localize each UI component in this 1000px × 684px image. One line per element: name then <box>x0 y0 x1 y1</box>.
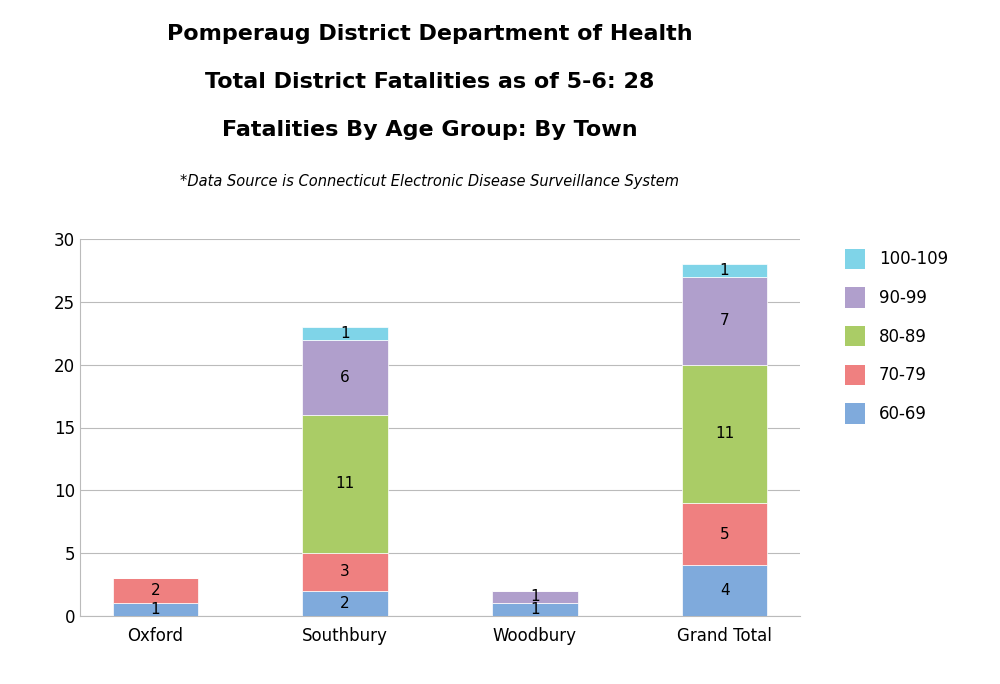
Bar <box>302 340 388 415</box>
Text: 5: 5 <box>720 527 729 542</box>
Bar <box>302 590 388 616</box>
Text: *Data Source is Connecticut Electronic Disease Surveillance System: *Data Source is Connecticut Electronic D… <box>180 174 680 189</box>
Bar <box>492 590 578 603</box>
Text: Pomperaug District Department of Health: Pomperaug District Department of Health <box>167 24 693 44</box>
Text: Total District Fatalities as of 5-6: 28: Total District Fatalities as of 5-6: 28 <box>205 72 655 92</box>
Legend: 100-109, 90-99, 80-89, 70-79, 60-69: 100-109, 90-99, 80-89, 70-79, 60-69 <box>837 240 956 432</box>
Bar <box>682 566 767 616</box>
Bar <box>113 603 198 616</box>
Bar <box>492 603 578 616</box>
Bar <box>113 578 198 603</box>
Text: 7: 7 <box>720 313 729 328</box>
Bar <box>302 553 388 590</box>
Text: 1: 1 <box>151 602 160 617</box>
Text: 11: 11 <box>715 426 734 441</box>
Bar <box>302 327 388 340</box>
Text: 2: 2 <box>340 596 350 611</box>
Text: Fatalities By Age Group: By Town: Fatalities By Age Group: By Town <box>222 120 638 140</box>
Bar <box>302 415 388 553</box>
Text: 1: 1 <box>530 590 540 604</box>
Text: 2: 2 <box>151 583 160 598</box>
Bar <box>682 277 767 365</box>
Text: 6: 6 <box>340 370 350 385</box>
Bar <box>682 265 767 277</box>
Bar <box>682 365 767 503</box>
Text: 3: 3 <box>340 564 350 579</box>
Bar <box>682 503 767 566</box>
Text: 1: 1 <box>340 326 350 341</box>
Text: 1: 1 <box>720 263 729 278</box>
Text: 4: 4 <box>720 583 729 598</box>
Text: 11: 11 <box>336 477 355 491</box>
Text: 1: 1 <box>530 602 540 617</box>
